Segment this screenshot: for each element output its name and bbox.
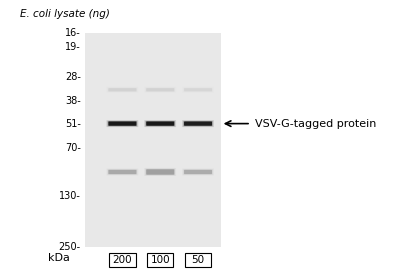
FancyBboxPatch shape: [146, 88, 175, 92]
FancyBboxPatch shape: [184, 170, 212, 174]
FancyBboxPatch shape: [146, 169, 175, 175]
FancyBboxPatch shape: [184, 88, 212, 91]
Text: 28-: 28-: [65, 72, 81, 82]
FancyBboxPatch shape: [146, 88, 174, 91]
FancyBboxPatch shape: [183, 88, 213, 92]
FancyBboxPatch shape: [183, 121, 213, 126]
FancyBboxPatch shape: [146, 169, 174, 175]
Text: 51-: 51-: [65, 119, 81, 129]
FancyBboxPatch shape: [108, 88, 137, 92]
FancyBboxPatch shape: [184, 122, 212, 126]
Text: 19-: 19-: [65, 42, 81, 52]
FancyBboxPatch shape: [108, 121, 137, 126]
FancyBboxPatch shape: [109, 252, 136, 267]
Text: 100: 100: [150, 255, 170, 265]
Text: 16-: 16-: [65, 28, 81, 38]
FancyBboxPatch shape: [106, 168, 138, 176]
Text: 70-: 70-: [65, 143, 81, 153]
Text: 50: 50: [192, 255, 204, 265]
FancyBboxPatch shape: [108, 170, 136, 174]
FancyBboxPatch shape: [84, 33, 221, 247]
FancyBboxPatch shape: [183, 169, 213, 175]
Text: 250-: 250-: [59, 242, 81, 252]
FancyBboxPatch shape: [144, 120, 176, 127]
FancyBboxPatch shape: [182, 168, 214, 176]
Text: 38-: 38-: [65, 96, 81, 106]
FancyBboxPatch shape: [106, 120, 138, 127]
Text: E. coli lysate (ng): E. coli lysate (ng): [20, 9, 110, 19]
FancyBboxPatch shape: [147, 252, 174, 267]
FancyBboxPatch shape: [144, 168, 176, 176]
Text: kDa: kDa: [48, 252, 70, 263]
Text: 200: 200: [112, 255, 132, 265]
FancyBboxPatch shape: [182, 120, 214, 127]
FancyBboxPatch shape: [108, 169, 137, 175]
Text: VSV-G-tagged protein: VSV-G-tagged protein: [255, 119, 376, 129]
FancyBboxPatch shape: [108, 88, 136, 91]
FancyBboxPatch shape: [146, 122, 174, 126]
FancyBboxPatch shape: [146, 121, 175, 126]
FancyBboxPatch shape: [185, 252, 211, 267]
FancyBboxPatch shape: [108, 122, 136, 126]
Text: 130-: 130-: [59, 191, 81, 201]
